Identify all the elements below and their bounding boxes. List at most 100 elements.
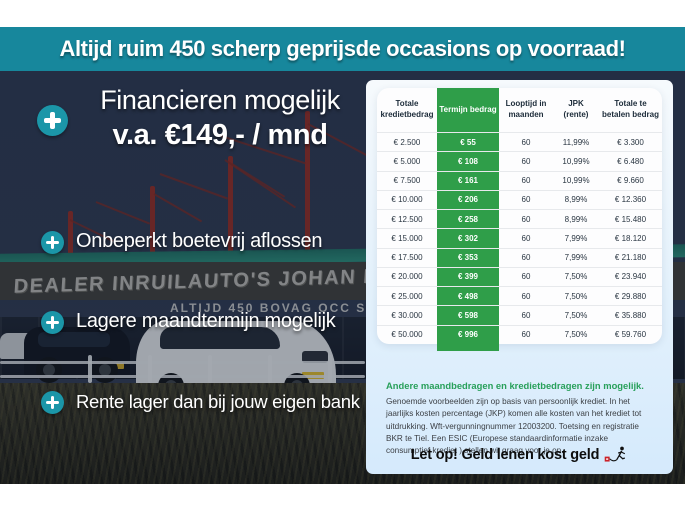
geld-lenen-kost-geld-icon [604,446,626,462]
table-cell: 7,99% [564,253,588,263]
table-cell: 7,50% [564,311,588,321]
banner-text: Altijd ruim 450 scherp geprijsde occasio… [59,36,626,61]
table-footnote-highlight: Andere maandbedragen en kredietbedragen … [386,380,644,391]
table-cell: € 15.000 [391,233,423,243]
fence-post [88,355,92,383]
table-cell: € 7.500 [393,176,421,186]
table-cell: € 996 [457,330,479,340]
table-cell: € 3.300 [617,137,644,147]
plus-icon [37,105,68,136]
table-cell: 60 [521,330,531,340]
table-row: € 10.000 € 206 60 8,99% € 12.360 [377,189,662,209]
table-cell: 60 [521,214,531,224]
table-body: € 2.500 € 55 60 11,99% € 3.300 € 5.000 € 108 60… [377,132,662,344]
red-mast [228,156,233,256]
promo-bullet: Lagere maandtermijn mogelijk [76,310,336,332]
table-cell: 60 [521,291,531,301]
table-cell: € 302 [457,233,479,243]
table-row: € 30.000 € 598 60 7,50% € 35.880 [377,305,662,324]
table-header-cell: Totale kredietbedrag [380,99,434,119]
bovag-sign-text: ALTIJD 450 BOVAG OCC SIONS [170,301,404,315]
table-row: € 20.000 € 399 60 7,50% € 23.940 [377,266,662,286]
promo-bullet: Onbeperkt boetevrij aflossen [76,230,323,252]
table-row: € 50.000 € 996 60 7,50% € 59.760 [377,324,662,344]
fence-rail [0,375,365,378]
table-cell: 10,99% [562,156,590,166]
bottom-margin [0,484,685,513]
plus-icon [41,311,64,334]
car-window [160,327,280,349]
table-cell: € 18.120 [614,233,647,243]
table-cell: 7,50% [564,291,588,301]
red-mast [68,211,73,259]
table-cell: € 399 [457,272,479,282]
table-cell: € 35.880 [614,311,647,321]
fence-post [208,355,212,383]
table-cell: 60 [521,195,531,205]
table-cell: € 25.000 [391,291,423,301]
table-header-cell: Totale te betalen bedrag [602,99,659,119]
table-cell: 60 [521,233,531,243]
table-cell: € 598 [457,311,479,321]
credit-warning-text: Let op! Geld lenen kost geld [410,446,600,463]
table-row: € 12.500 € 258 60 8,99% € 15.480 [377,209,662,228]
table-cell: € 9.660 [617,176,644,186]
promo-title: Financieren mogelijk [100,85,340,115]
table-cell: 60 [521,272,531,282]
table-cell: € 12.500 [391,214,423,224]
fence-rail [0,361,365,364]
table-cell: 60 [521,253,531,263]
table-cell: € 161 [457,176,479,186]
banner: Altijd ruim 450 scherp geprijsde occasio… [0,27,685,71]
table-cell: € 30.000 [391,311,423,321]
table-cell: € 12.360 [614,195,647,205]
highlight-column-background [437,88,499,351]
table-cell: 8,99% [564,195,588,205]
finance-table: Totale kredietbedrag Termijn bedrag Loopti… [377,88,662,351]
table-cell: € 20.000 [391,272,423,282]
red-mast [150,186,155,258]
table-cell: € 10.000 [391,195,423,205]
plus-icon [41,391,64,414]
table-cell: 60 [521,311,531,321]
credit-warning: Let op! Geld lenen kost geld [366,446,673,463]
table-cell: € 55 [460,137,476,147]
table-cell: € 17.500 [391,253,423,263]
table-cell: € 23.940 [614,272,647,282]
plus-icon [41,231,64,254]
table-cell: 8,99% [564,214,588,224]
table-cell: 60 [521,156,531,166]
table-cell: € 5.000 [393,156,421,166]
table-cell: € 498 [457,291,479,301]
table-cell: 7,50% [564,330,588,340]
promo-bullet: Rente lager dan bij jouw eigen bank [76,391,360,412]
table-row: € 25.000 € 498 60 7,50% € 29.880 [377,286,662,305]
fence-post [148,355,152,383]
credit-disclaimer: Genoemde voorbeelden zijn op basis van p… [386,397,642,456]
table-row: € 7.500 € 161 60 10,99% € 9.660 [377,170,662,190]
table-cell: € 353 [457,253,479,263]
top-margin [0,0,685,27]
finance-panel: Totale kredietbedrag Termijn bedrag Loopti… [366,80,673,474]
table-cell: € 108 [457,156,479,166]
table-cell: € 50.000 [391,330,423,340]
promo-subtitle: v.a. €149,- / mnd [112,119,328,151]
table-cell: 60 [521,176,531,186]
table-row: € 5.000 € 108 60 10,99% € 6.480 [377,151,662,170]
table-cell: 10,99% [562,176,590,186]
red-mast [305,111,310,257]
fence-post [268,355,272,383]
table-cell: € 206 [457,195,479,205]
table-header-row: Totale kredietbedrag Termijn bedrag Loopti… [377,88,662,132]
table-cell: € 21.180 [614,253,647,263]
table-cell: € 29.880 [614,291,647,301]
table-cell: € 59.760 [614,330,647,340]
table-cell: 11,99% [562,137,590,147]
car-window [38,332,110,347]
table-cell: € 258 [457,214,479,224]
table-header-cell: JPK (rente) [563,99,589,119]
table-cell: € 2.500 [393,137,421,147]
table-cell: € 15.480 [614,214,647,224]
table-row: € 15.000 € 302 60 7,99% € 18.120 [377,228,662,247]
